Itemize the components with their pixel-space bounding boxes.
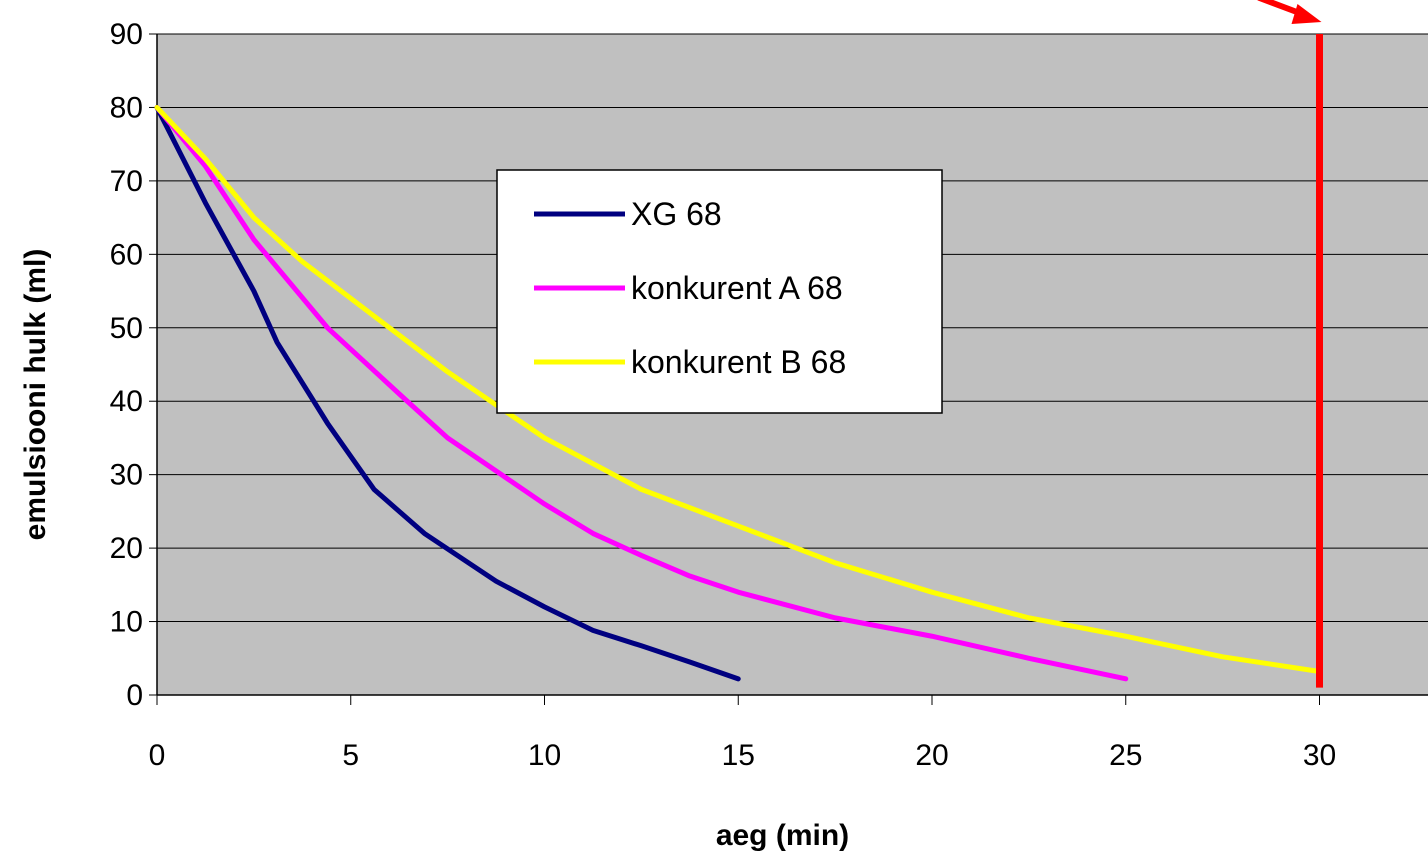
y-tick-label: 10 xyxy=(110,606,143,639)
legend-label: XG 68 xyxy=(631,196,722,232)
x-tick-label: 20 xyxy=(915,739,948,772)
series-line-3 xyxy=(154,104,1322,674)
y-axis-title: emulsiooni hulk (ml) xyxy=(19,249,52,541)
y-tick-label: 90 xyxy=(110,18,143,51)
y-tick-label: 50 xyxy=(110,312,143,345)
y-tick-label: 30 xyxy=(110,459,143,492)
legend-label: konkurent A 68 xyxy=(631,270,843,306)
series-line-2 xyxy=(154,104,1129,682)
legend: XG 68 konkurent A 68 konkurent B 68 xyxy=(496,169,943,414)
series-layer xyxy=(154,0,1323,688)
axis-labels: aeg (min) emulsiooni hulk (ml) xyxy=(19,249,849,852)
x-tick-label: 10 xyxy=(528,739,561,772)
y-tick-label: 0 xyxy=(126,679,143,712)
x-axis-title: aeg (min) xyxy=(716,819,849,852)
y-tick-label: 80 xyxy=(110,91,143,124)
legend-label: konkurent B 68 xyxy=(631,344,846,380)
x-tick-label: 25 xyxy=(1109,739,1142,772)
legend-box xyxy=(496,169,943,414)
arrow-head-icon xyxy=(1291,4,1322,24)
x-tick-label: 0 xyxy=(149,739,166,772)
x-tick-label: 5 xyxy=(342,739,359,772)
y-tick-label: 70 xyxy=(110,165,143,198)
y-tick-label: 20 xyxy=(110,532,143,565)
y-tick-label: 60 xyxy=(110,238,143,271)
y-tick-label: 40 xyxy=(110,385,143,418)
x-tick-label: 30 xyxy=(1303,739,1336,772)
x-tick-label: 15 xyxy=(722,739,755,772)
series-line-1 xyxy=(154,104,741,682)
